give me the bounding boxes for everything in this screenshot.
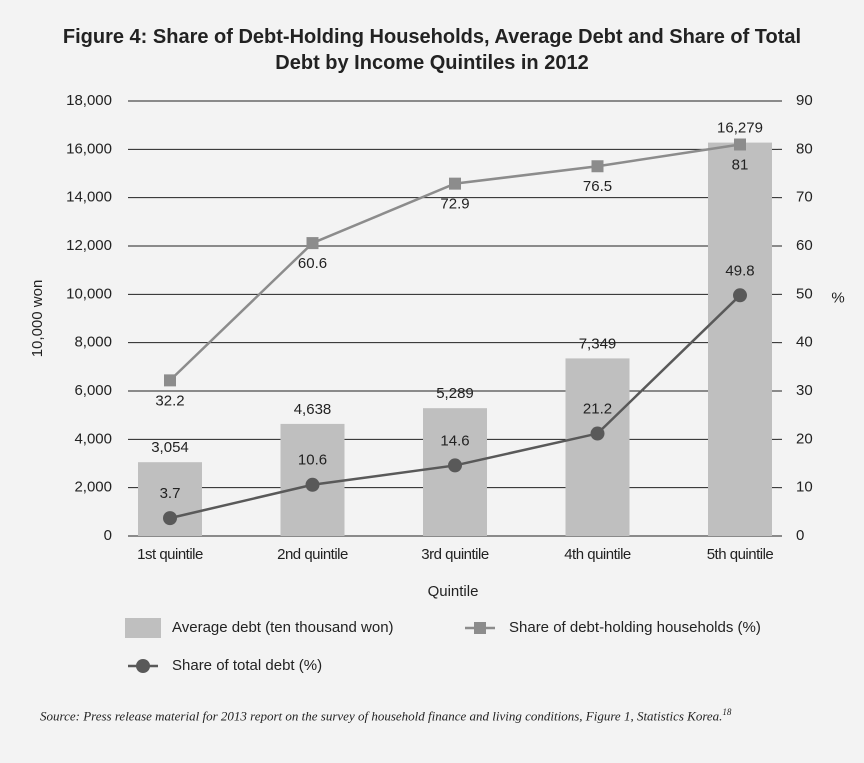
y2-tick-label: 80 xyxy=(796,140,813,157)
marker xyxy=(590,426,605,441)
y-tick-label: 16,000 xyxy=(66,140,112,157)
y-tick-label: 10,000 xyxy=(66,285,112,302)
marker xyxy=(733,288,747,303)
y-tick-label: 6,000 xyxy=(74,382,112,399)
line-value-label: 3.7 xyxy=(160,485,181,502)
bar-value-label: 3,054 xyxy=(151,439,189,456)
line-value-label: 49.8 xyxy=(725,262,754,279)
legend-swatch xyxy=(125,618,161,638)
line-value-label: 21.2 xyxy=(583,401,612,418)
legend-marker xyxy=(136,659,150,673)
x-axis-label: Quintile xyxy=(428,583,479,600)
line-value-label: 10.6 xyxy=(298,452,327,469)
legend-label: Share of total debt (%) xyxy=(172,657,322,674)
chart: 0 2,000 4,000 6,000 8,000 10,000 12,000 14,000 1… xyxy=(29,92,845,674)
legend-label: Share of debt-holding households (%) xyxy=(509,619,761,636)
x-tick-label: 3rd quintile xyxy=(421,546,489,563)
source-text: Source: Press release material for 2013 … xyxy=(40,708,723,724)
y2-tick-label: 40 xyxy=(796,334,813,351)
y2-tick-label: 20 xyxy=(796,430,813,447)
y2-tick-label: 10 xyxy=(796,479,813,496)
bar-value-label: 4,638 xyxy=(294,401,332,418)
bar xyxy=(708,142,772,537)
legend-marker xyxy=(474,622,486,634)
marker xyxy=(448,458,462,473)
bar xyxy=(565,358,630,536)
y-axis-label: 10,000 won xyxy=(29,280,46,358)
line-value-label: 72.9 xyxy=(440,196,469,213)
y-tick-label: 0 xyxy=(104,527,112,544)
x-tick-label: 1st quintile xyxy=(137,546,203,563)
marker xyxy=(164,374,176,387)
x-tick-label: 2nd quintile xyxy=(277,546,348,563)
line-value-label: 32.2 xyxy=(155,392,184,409)
line-value-label: 60.6 xyxy=(298,255,327,272)
line-value-label: 14.6 xyxy=(440,432,469,449)
line-value-label: 76.5 xyxy=(583,178,612,195)
y-tick-label: 2,000 xyxy=(74,479,112,496)
y-tick-label: 4,000 xyxy=(74,430,112,447)
marker xyxy=(591,160,604,173)
marker xyxy=(305,477,320,492)
y2-axis-label: % xyxy=(831,289,844,306)
legend-label: Average debt (ten thousand won) xyxy=(172,619,394,636)
y2-tick-label: 0 xyxy=(796,527,804,544)
y2-tick-label: 90 xyxy=(796,92,813,109)
chart-title: Figure 4: Share of Debt-Holding Househol… xyxy=(62,26,802,74)
y-tick-label: 8,000 xyxy=(74,334,112,351)
y2-tick-label: 50 xyxy=(796,285,813,302)
y2-tick-label: 60 xyxy=(796,237,813,254)
marker xyxy=(163,511,177,526)
source-note: 18 xyxy=(722,707,732,717)
marker xyxy=(734,138,746,151)
y2-tick-label: 30 xyxy=(796,382,813,399)
marker xyxy=(449,177,461,190)
marker xyxy=(306,237,319,250)
x-tick-label: 5th quintile xyxy=(707,546,774,563)
line-value-label: 81 xyxy=(732,156,749,173)
source: Source: Press release material for 2013 … xyxy=(40,704,800,724)
y2-tick-label: 70 xyxy=(796,189,813,206)
bar-value-label: 7,349 xyxy=(579,335,617,352)
bar-value-label: 16,279 xyxy=(717,120,763,137)
x-tick-label: 4th quintile xyxy=(564,546,631,563)
y-tick-label: 12,000 xyxy=(66,237,112,254)
y-tick-label: 14,000 xyxy=(66,189,112,206)
y-tick-label: 18,000 xyxy=(66,92,112,109)
bar-value-label: 5,289 xyxy=(436,385,474,402)
